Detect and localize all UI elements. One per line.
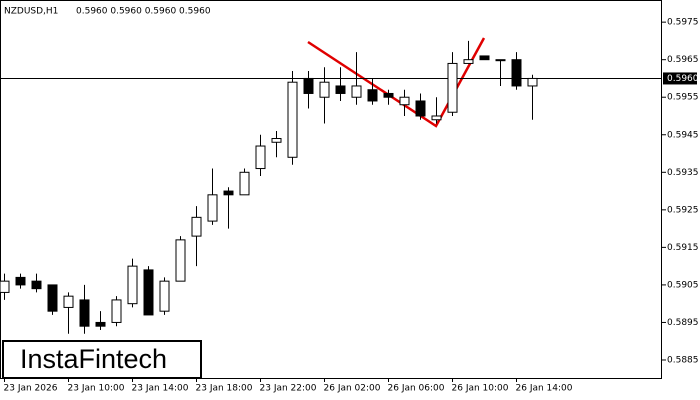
candle-body	[383, 92, 394, 98]
x-tick-label: 26 Jan 10:00	[452, 384, 509, 394]
candle-body	[495, 59, 506, 62]
candle-body	[239, 171, 250, 196]
y-tick-label: 0.5905	[667, 280, 699, 290]
x-tick-label: 23 Jan 22:00	[260, 384, 317, 394]
x-tick-label: 23 Jan 14:00	[132, 384, 189, 394]
candle-body	[47, 284, 58, 312]
logo-box	[2, 340, 202, 379]
candle-body	[479, 55, 490, 61]
last-price-label: 0.5960	[667, 74, 699, 84]
candle-body	[287, 81, 298, 158]
x-tick-label: 26 Jan 02:00	[324, 384, 381, 394]
candle-body	[31, 280, 42, 290]
symbol: NZDUSD,H1	[4, 7, 58, 17]
candle-body	[159, 280, 170, 312]
y-tick-label: 0.5955	[667, 93, 699, 103]
last-price-box	[663, 72, 697, 85]
candle-body	[271, 138, 282, 143]
candle-body	[143, 269, 154, 316]
y-tick-label: 0.5925	[667, 205, 699, 215]
pattern-line	[307, 37, 486, 128]
x-tick-label: 23 Jan 10:00	[68, 384, 125, 394]
y-tick-label: 0.5915	[667, 243, 699, 253]
y-tick-label: 0.5945	[667, 130, 699, 140]
candle-body	[447, 62, 458, 113]
candle-body	[127, 265, 138, 305]
candle-body	[95, 321, 106, 327]
candle-body	[367, 89, 378, 102]
y-tick-label: 0.5965	[667, 55, 699, 65]
y-tick-label: 0.5935	[667, 168, 699, 178]
plot-frame	[0, 0, 662, 379]
x-tick-label: 23 Jan 18:00	[196, 384, 253, 394]
candle-body	[431, 115, 442, 121]
candle-body	[335, 85, 346, 94]
candle-body	[191, 216, 202, 237]
y-tick-label: 0.5895	[667, 318, 699, 328]
candle-body	[255, 145, 266, 170]
candle-body	[175, 239, 186, 282]
y-tick-label: 0.5885	[667, 355, 699, 365]
candle-body	[351, 85, 362, 98]
candle-body	[527, 77, 538, 87]
candle-body	[223, 190, 234, 196]
candle-body	[511, 59, 522, 87]
candle-body	[79, 299, 90, 327]
candle-body	[63, 295, 74, 308]
candle-body	[0, 280, 10, 293]
x-tick-label: 26 Jan 14:00	[516, 384, 573, 394]
y-tick-label: 0.5975	[667, 18, 699, 28]
logo: InstaFintech	[20, 344, 167, 374]
candle-body	[303, 77, 314, 94]
x-tick-label: 23 Jan 2026	[4, 384, 58, 394]
x-tick-label: 26 Jan 06:00	[388, 384, 445, 394]
candle-body	[207, 194, 218, 222]
candle-body	[415, 100, 426, 117]
candle-body	[319, 81, 330, 98]
candle-body	[111, 299, 122, 323]
candle-body	[463, 59, 474, 64]
header-ohlc: 0.5960 0.5960 0.5960 0.5960	[76, 7, 211, 17]
candle-body	[399, 96, 410, 106]
candle-body	[15, 276, 26, 286]
